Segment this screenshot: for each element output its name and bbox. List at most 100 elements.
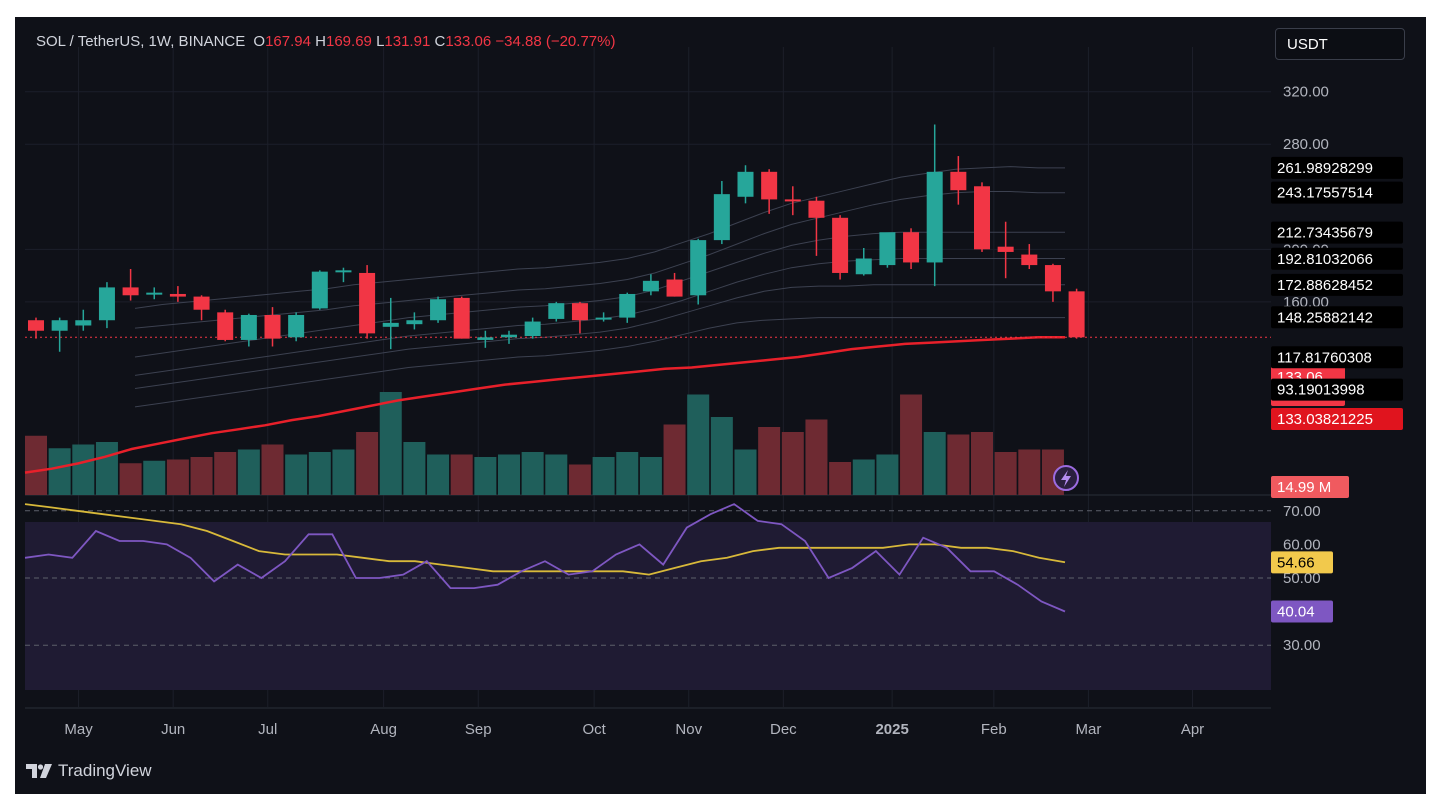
candle-body [761,171,778,200]
time-tick-label: Nov [675,721,702,738]
symbol-legend: SOL / TetherUS, 1W, BINANCE O167.94 H169… [36,33,615,50]
axis-label-bg [1271,156,1403,179]
band-line-b2 [134,191,1065,329]
volume-bar [308,452,331,495]
candle-body [359,272,376,334]
candle [761,169,778,214]
axis-label-rsi_ma: 54.66 [1271,551,1333,574]
axis-label-dark: 243.17557514 [1271,181,1403,204]
volume-bar [72,444,95,495]
high-value: 169.69 [326,33,372,50]
volume-bar [545,454,568,495]
volume-bar [119,463,142,495]
candle [1021,244,1038,270]
axis-label-bg [1271,476,1349,498]
candle-body [98,287,115,321]
candle-body [1021,254,1038,266]
open-value: 167.94 [265,33,311,50]
candle [974,182,990,252]
volume-bar [498,454,520,495]
candle-body [974,186,990,250]
low-key: L [376,33,385,50]
band-line-b6 [134,317,1065,408]
candle-body [28,320,44,331]
rsi-ma-line [24,503,1066,576]
candle-body [382,322,399,327]
candle [264,307,281,347]
candle [122,269,139,301]
rsi-tick-label: 70.00 [1283,503,1321,520]
candle-body [595,317,612,320]
currency-button[interactable]: USDT [1275,28,1405,60]
candle [240,313,257,347]
candle [879,232,896,268]
chart-canvas[interactable]: 320.00280.00200.00160.0070.0060.0050.003… [15,17,1426,794]
candle-body [217,312,234,340]
axis-label-dark: 261.98928299 [1271,156,1403,179]
candle-body [453,297,470,339]
rsi-line [24,503,1066,613]
axis-label-bg [1271,408,1403,430]
time-tick-label: Jun [161,721,185,738]
candle [903,228,920,270]
volume-bar [214,452,237,495]
candle-body [430,299,447,321]
candle [548,301,565,322]
candle-body [524,321,541,336]
volume-bar [781,432,804,495]
candle [193,295,210,321]
brand-name: TradingView [58,761,152,780]
band-line-b5 [134,284,1065,389]
volume-bar [947,434,970,495]
ma-line [24,336,1065,474]
axis-label-bg [1271,306,1403,329]
candle [430,296,447,323]
candle [501,330,517,344]
candle-body [169,293,186,297]
candle [784,186,801,216]
rsi-lines [24,503,1271,646]
candle-body [288,314,305,338]
tradingview-brand[interactable]: TradingView [26,761,152,781]
volume-bar [687,394,710,495]
volume-bars [25,392,1064,495]
time-tick-label: Feb [981,721,1007,738]
candle-body [51,320,68,331]
candle-body [571,303,588,321]
axis-label-text: 93.19013998 [1277,382,1365,399]
lightning-icon[interactable] [1053,465,1079,491]
axis-label-dark: 93.19013998 [1271,378,1403,401]
candle-body [146,292,163,295]
candle [382,297,399,350]
candle [406,312,423,330]
candle [146,287,163,300]
price-tick-label: 280.00 [1283,136,1329,153]
axis-label-bg [1271,600,1333,623]
volume-bar [639,457,662,495]
candle-body [713,194,730,241]
candle [51,317,68,352]
candle [926,124,943,287]
candle [524,317,541,339]
candle-body [879,232,896,266]
axis-label-dark: 212.73435679 [1271,221,1403,244]
axis-label-dark: 117.81760308 [1271,346,1403,369]
axes: 320.00280.00200.00160.0070.0060.0050.003… [25,84,1329,738]
time-tick-label: Jul [258,721,277,738]
candle [997,221,1014,279]
volume-bar [474,457,497,495]
axis-label-text: 243.17557514 [1277,185,1373,202]
volume-bar [356,432,379,495]
axis-label-bg [1271,346,1403,369]
candle [619,292,636,323]
candle [950,156,967,205]
candle-body [642,280,659,292]
rsi-tick-label: 50.00 [1283,570,1321,587]
axis-label-text: 40.04 [1277,603,1315,620]
volume-bar [450,454,473,495]
volume-bar [403,442,426,495]
volume-bar [971,432,993,495]
candle-body [997,246,1014,252]
axis-label-bg [1271,221,1403,244]
volume-bar [95,442,118,495]
